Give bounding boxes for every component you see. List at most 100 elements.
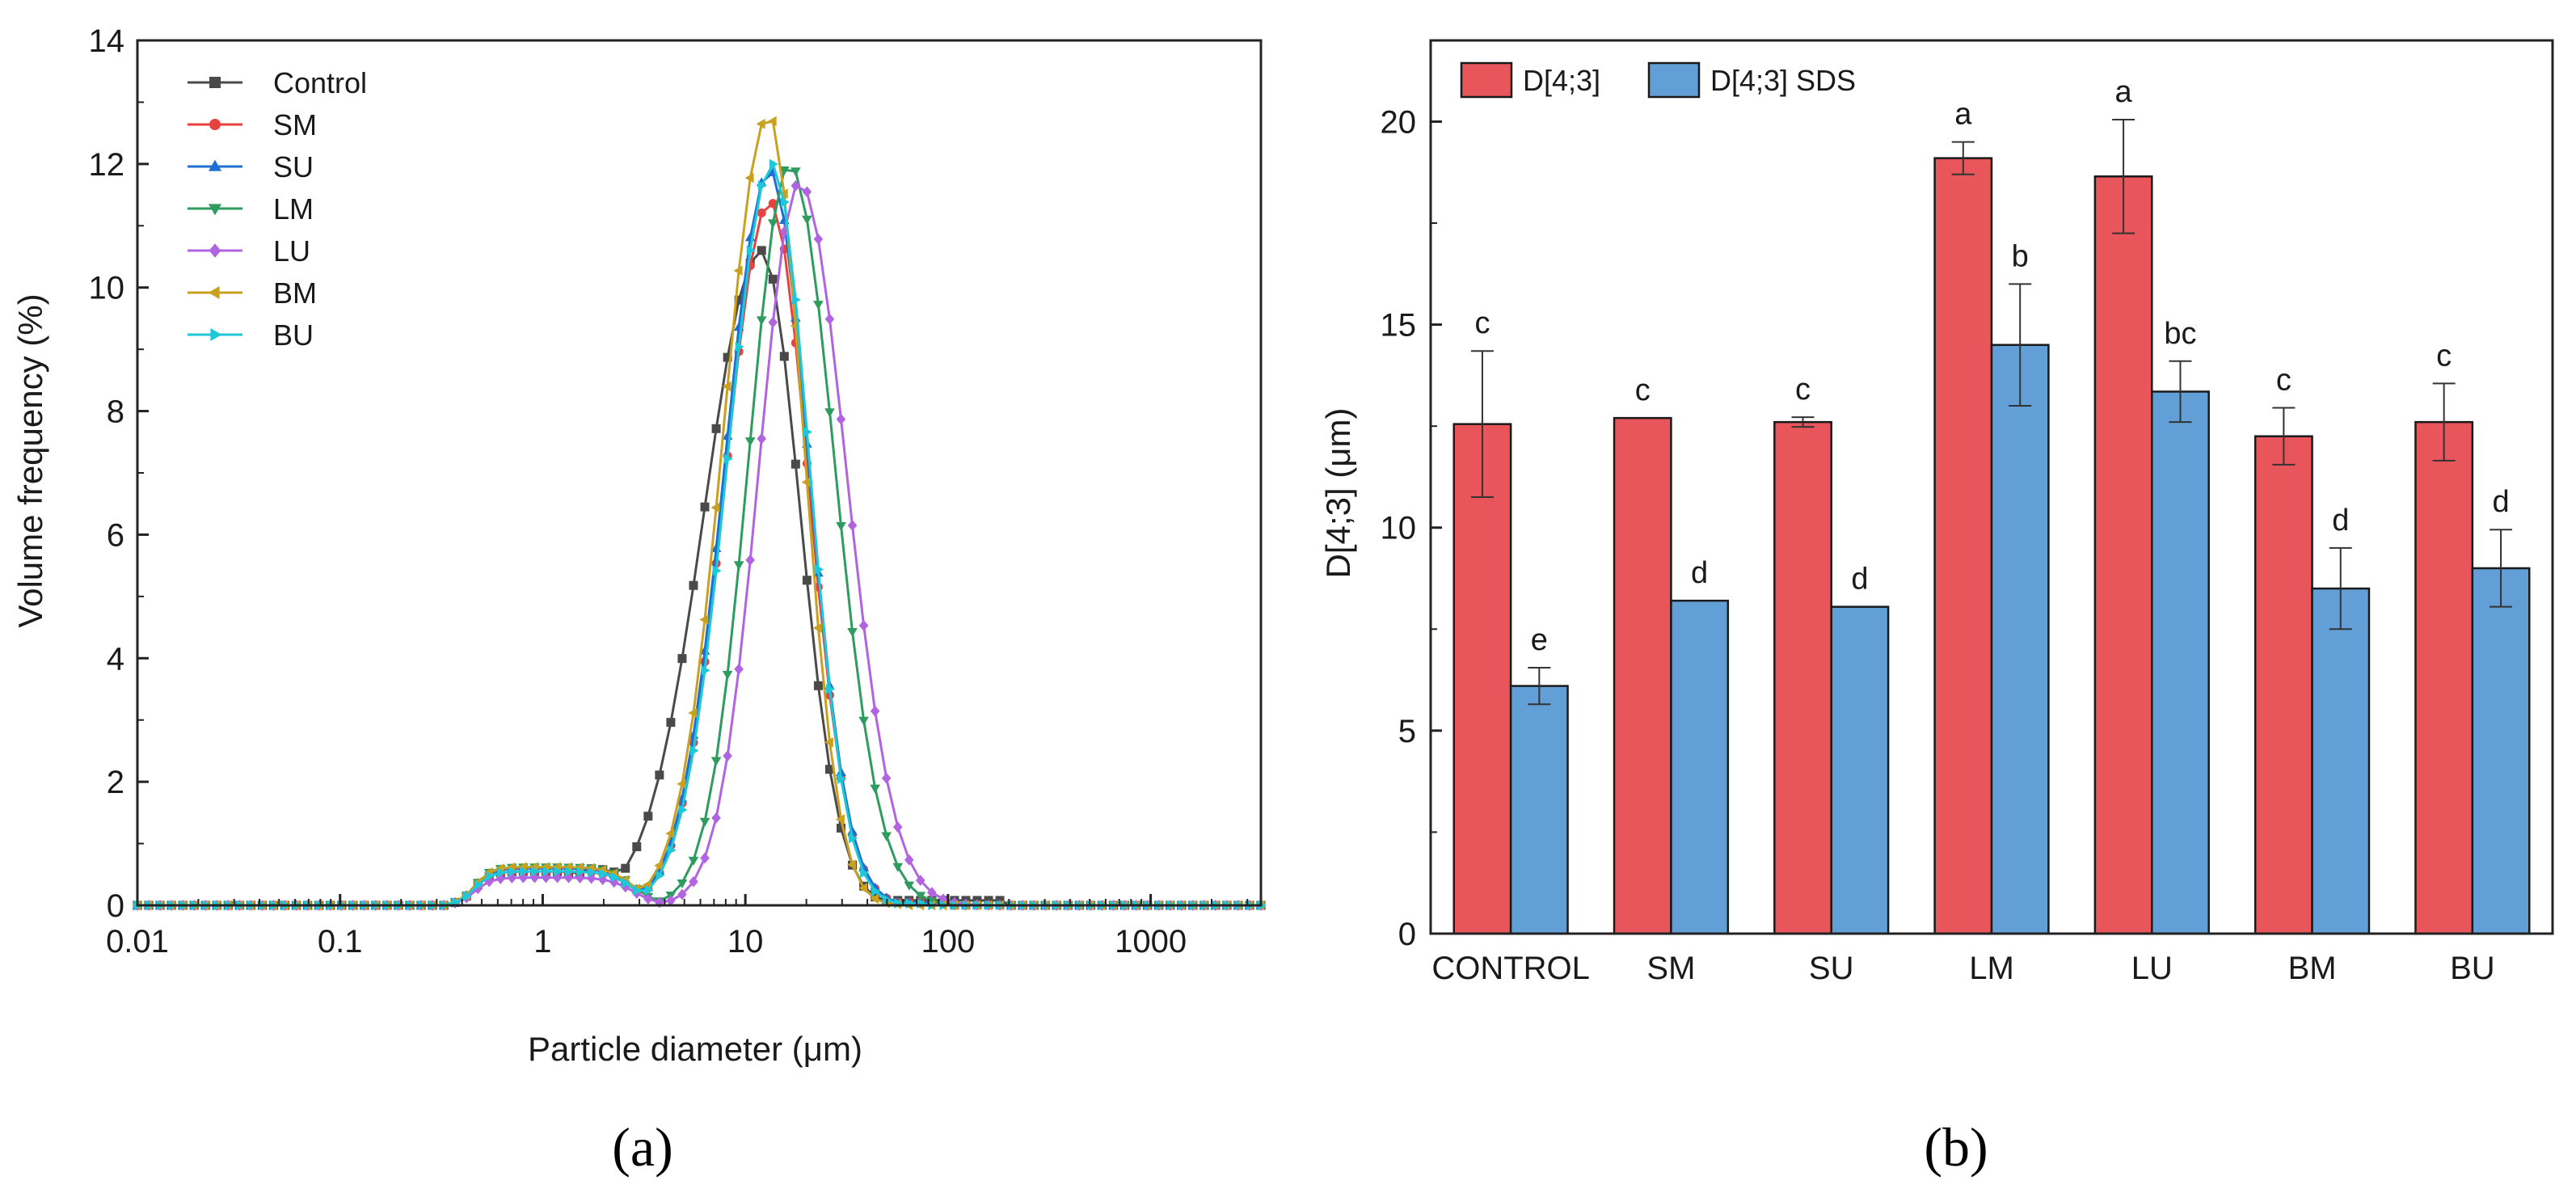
data-point <box>836 522 846 532</box>
x-tick-label: LM <box>1969 951 2014 986</box>
data-point <box>916 875 925 887</box>
data-point <box>723 453 733 464</box>
data-point <box>576 867 586 877</box>
y-tick-label: 14 <box>89 23 125 59</box>
significance-label: c <box>1635 373 1651 407</box>
data-point <box>633 885 643 896</box>
legend-marker <box>208 159 222 171</box>
data-point <box>824 408 835 418</box>
bar-d-4-3-lm <box>1933 157 1993 935</box>
data-point <box>904 854 914 866</box>
significance-label: c <box>2436 339 2452 373</box>
series-line-bu <box>137 160 1261 907</box>
group-bu: cd <box>2414 339 2531 935</box>
data-point <box>667 845 677 856</box>
significance-label: e <box>1531 623 1548 657</box>
x-tick-label: BU <box>2450 951 2495 986</box>
data-point <box>622 877 631 888</box>
data-point <box>915 892 926 901</box>
bar-d-4-3-sm <box>1613 416 1672 935</box>
data-point <box>927 887 937 898</box>
data-point <box>722 670 733 680</box>
data-point <box>744 172 754 183</box>
data-point <box>881 832 892 841</box>
legend-label: D[4;3] SDS <box>1710 64 1856 97</box>
data-point <box>496 867 506 878</box>
legend-label: BM <box>273 276 317 310</box>
y-tick-label: 2 <box>107 765 124 800</box>
y-tick-label: 10 <box>1381 511 1417 546</box>
legend-item-sm: SM <box>188 108 317 141</box>
legend-label: Control <box>273 66 367 99</box>
legend-swatch <box>1460 61 1513 99</box>
data-point <box>588 867 597 878</box>
bar-d-4-3-su <box>1773 420 1832 935</box>
data-point <box>656 870 665 881</box>
legend-marker <box>208 285 220 300</box>
y-tick-label: 8 <box>107 394 124 430</box>
data-point <box>846 859 856 870</box>
data-point <box>710 502 720 513</box>
data-point <box>892 821 903 833</box>
significance-label: d <box>2332 504 2349 538</box>
legend-label: BU <box>273 318 314 352</box>
data-point <box>644 884 654 896</box>
x-axis-title: Particle diameter (μm) <box>528 1030 862 1068</box>
legend-label: LM <box>273 192 314 226</box>
bar-d-4-3-sds-bu <box>2471 567 2531 935</box>
data-point <box>711 424 721 433</box>
y-tick-label: 15 <box>1381 308 1417 344</box>
bar-d-4-3-sds-su <box>1830 605 1890 935</box>
y-tick-label: 20 <box>1381 104 1417 140</box>
data-point <box>791 294 801 306</box>
data-point <box>769 158 778 170</box>
legend: D[4;3] D[4;3] SDS <box>1460 61 1856 99</box>
data-point <box>689 875 698 888</box>
data-point <box>746 245 756 256</box>
x-tick-label: 10 <box>727 924 764 959</box>
data-point <box>756 316 767 326</box>
legend-marker <box>210 327 222 342</box>
data-point <box>768 199 778 209</box>
data-point <box>722 381 731 392</box>
data-point <box>554 866 563 877</box>
data-point <box>744 437 756 447</box>
bar-d-4-3-bm <box>2253 435 2313 935</box>
data-point <box>835 814 845 825</box>
data-point <box>837 823 846 833</box>
bar-d-4-3-lu <box>2093 175 2153 935</box>
data-point <box>666 718 676 728</box>
legend-label: D[4;3] <box>1523 64 1600 97</box>
data-point <box>689 745 699 757</box>
significance-label: c <box>1474 306 1490 340</box>
x-tick-label: 1000 <box>1115 924 1187 959</box>
data-point <box>621 863 630 873</box>
legend-label: SM <box>273 108 317 141</box>
data-point <box>791 167 801 177</box>
data-point <box>813 681 823 690</box>
data-point <box>778 166 790 175</box>
data-point <box>655 770 664 780</box>
data-point <box>643 812 653 821</box>
data-point <box>824 736 833 748</box>
y-tick-label: 5 <box>1398 714 1416 749</box>
x-tick-label: 100 <box>921 924 975 959</box>
significance-label: a <box>2115 75 2133 109</box>
data-point <box>757 208 766 217</box>
data-point <box>700 852 710 864</box>
data-point <box>710 757 722 766</box>
data-point <box>858 716 869 726</box>
data-point <box>734 295 744 305</box>
legend-item-d-4-3-sds: D[4;3] SDS <box>1647 61 1856 99</box>
data-point <box>837 774 847 784</box>
bar-d-4-3-control <box>1452 423 1512 935</box>
y-tick-label: 12 <box>89 147 125 183</box>
data-point <box>677 778 686 790</box>
data-point <box>815 564 824 575</box>
data-point <box>531 866 541 877</box>
data-point <box>768 274 778 284</box>
data-point <box>860 867 870 879</box>
y-tick-label: 4 <box>107 641 124 677</box>
legend-swatch <box>1647 61 1701 99</box>
